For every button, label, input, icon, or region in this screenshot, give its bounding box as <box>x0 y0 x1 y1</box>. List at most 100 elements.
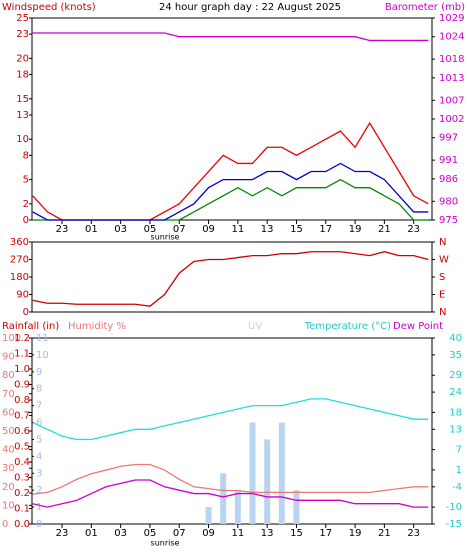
y-tick-label: 23 <box>16 29 29 40</box>
y2-tick-label: 1029 <box>439 13 464 24</box>
x-tick-label: 13 <box>261 224 274 235</box>
y2-tick-label: 986 <box>439 174 458 185</box>
humidity-tick-label: 90 <box>2 352 15 363</box>
y2-tick-label: 1013 <box>439 73 464 84</box>
x-tick-label: 03 <box>114 528 127 539</box>
y2-tick-label: 1 <box>456 465 462 476</box>
uv-bar <box>293 490 300 524</box>
y-tick-label: 0.7 <box>14 411 30 422</box>
y2-tick-label: W <box>439 255 449 266</box>
y-tick-label: 1.1 <box>14 349 30 360</box>
y2-tick-label: N <box>439 237 446 248</box>
uv-tick-label: 6 <box>36 418 42 429</box>
uv-tick-label: 3 <box>36 468 42 479</box>
y2-tick-label: 1007 <box>439 95 464 106</box>
y2-tick-label: 1002 <box>439 114 464 125</box>
annotation: sunrise <box>151 539 180 548</box>
uv-tick-label: 7 <box>36 401 42 412</box>
x-tick-label: 11 <box>231 528 244 539</box>
uv-tick-label: 11 <box>36 333 49 344</box>
annotation: sunrise <box>151 233 180 242</box>
x-tick-label: 03 <box>114 224 127 235</box>
humidity-tick-label: 70 <box>2 389 15 400</box>
y-tick-label: 20 <box>16 53 29 64</box>
x-tick-label: 13 <box>261 528 274 539</box>
x-tick-label: 05 <box>144 224 157 235</box>
x-tick-label: 01 <box>85 224 98 235</box>
x-tick-label: 11 <box>231 224 244 235</box>
y-tick-label: 0.1 <box>14 504 30 515</box>
y2-tick-label: 7 <box>456 445 462 456</box>
plot-area <box>31 337 433 525</box>
y2-tick-label: 991 <box>439 155 458 166</box>
y-tick-label: 0.8 <box>14 395 30 406</box>
dewpoint-label: Dew Point <box>393 321 443 332</box>
y-tick-label: 360 <box>10 237 29 248</box>
y2-tick-label: 35 <box>449 350 462 361</box>
y-tick-label: 1.2 <box>14 333 30 344</box>
y2-tick-label: N <box>439 307 446 318</box>
humidity-label: Humidity % <box>68 321 126 332</box>
plot-area <box>31 241 433 313</box>
y-tick-label: 0 <box>23 307 29 318</box>
uv-tick-label: 8 <box>36 384 42 395</box>
y-tick-label: 0.0 <box>14 519 30 530</box>
humidity-tick-label: 60 <box>2 407 15 418</box>
uv-bar <box>234 490 241 524</box>
x-tick-label: 05 <box>144 528 157 539</box>
x-tick-label: 01 <box>85 528 98 539</box>
y2-tick-label: 18 <box>449 407 462 418</box>
y-tick-label: 10 <box>16 134 29 145</box>
y-tick-label: 25 <box>16 13 29 24</box>
x-tick-label: 17 <box>319 224 332 235</box>
series-line <box>32 479 429 508</box>
y2-tick-label: -10 <box>446 502 462 513</box>
y-tick-label: 270 <box>10 255 29 266</box>
uv-bar <box>205 507 212 524</box>
uv-tick-label: 4 <box>36 451 42 462</box>
humidity-tick-label: 40 <box>2 445 15 456</box>
plot-area <box>31 17 433 221</box>
uv-tick-label: 0 <box>36 519 42 530</box>
y2-tick-label: 1018 <box>439 54 464 65</box>
humidity-tick-label: 0 <box>2 519 8 530</box>
x-tick-label: 09 <box>202 528 215 539</box>
y2-tick-label: -15 <box>446 519 462 530</box>
y-tick-label: 1.0 <box>14 364 30 375</box>
y2-tick-label: 997 <box>439 133 458 144</box>
y-tick-label: 0.5 <box>14 442 30 453</box>
y2-tick-label: 29 <box>449 370 462 381</box>
y-tick-label: 90 <box>16 290 29 301</box>
uv-label: UV <box>248 321 262 332</box>
series-line <box>32 463 429 495</box>
y-tick-label: 5 <box>23 175 29 186</box>
x-tick-label: 07 <box>173 224 186 235</box>
series-line <box>32 251 429 307</box>
y2-tick-label: E <box>439 290 445 301</box>
title: 24 hour graph day : 22 August 2025 <box>159 2 341 13</box>
y2-tick-label: -4 <box>452 482 462 493</box>
x-tick-label: 15 <box>290 224 303 235</box>
x-tick-label: 23 <box>56 528 69 539</box>
uv-bar <box>220 473 227 524</box>
y-tick-label: 0.3 <box>14 473 30 484</box>
uv-tick-label: 5 <box>36 434 42 445</box>
y-tick-label: 0 <box>23 215 29 226</box>
humidity-tick-label: 50 <box>2 426 15 437</box>
humidity-tick-label: 80 <box>2 370 15 381</box>
y2-tick-label: 975 <box>439 215 458 226</box>
y-tick-label: 0.6 <box>14 426 30 437</box>
humidity-tick-label: 30 <box>2 463 15 474</box>
x-tick-label: 09 <box>202 224 215 235</box>
y2-tick-label: 13 <box>449 424 462 435</box>
y-tick-label: 2 <box>23 199 29 210</box>
uv-tick-label: 1 <box>36 502 42 513</box>
uv-tick-label: 10 <box>36 350 49 361</box>
x-tick-label: 07 <box>173 528 186 539</box>
x-tick-label: 23 <box>407 224 420 235</box>
uv-tick-label: 9 <box>36 367 42 378</box>
x-tick-label: 15 <box>290 528 303 539</box>
y-tick-label: 15 <box>16 94 29 105</box>
y2-tick-label: S <box>439 272 445 283</box>
